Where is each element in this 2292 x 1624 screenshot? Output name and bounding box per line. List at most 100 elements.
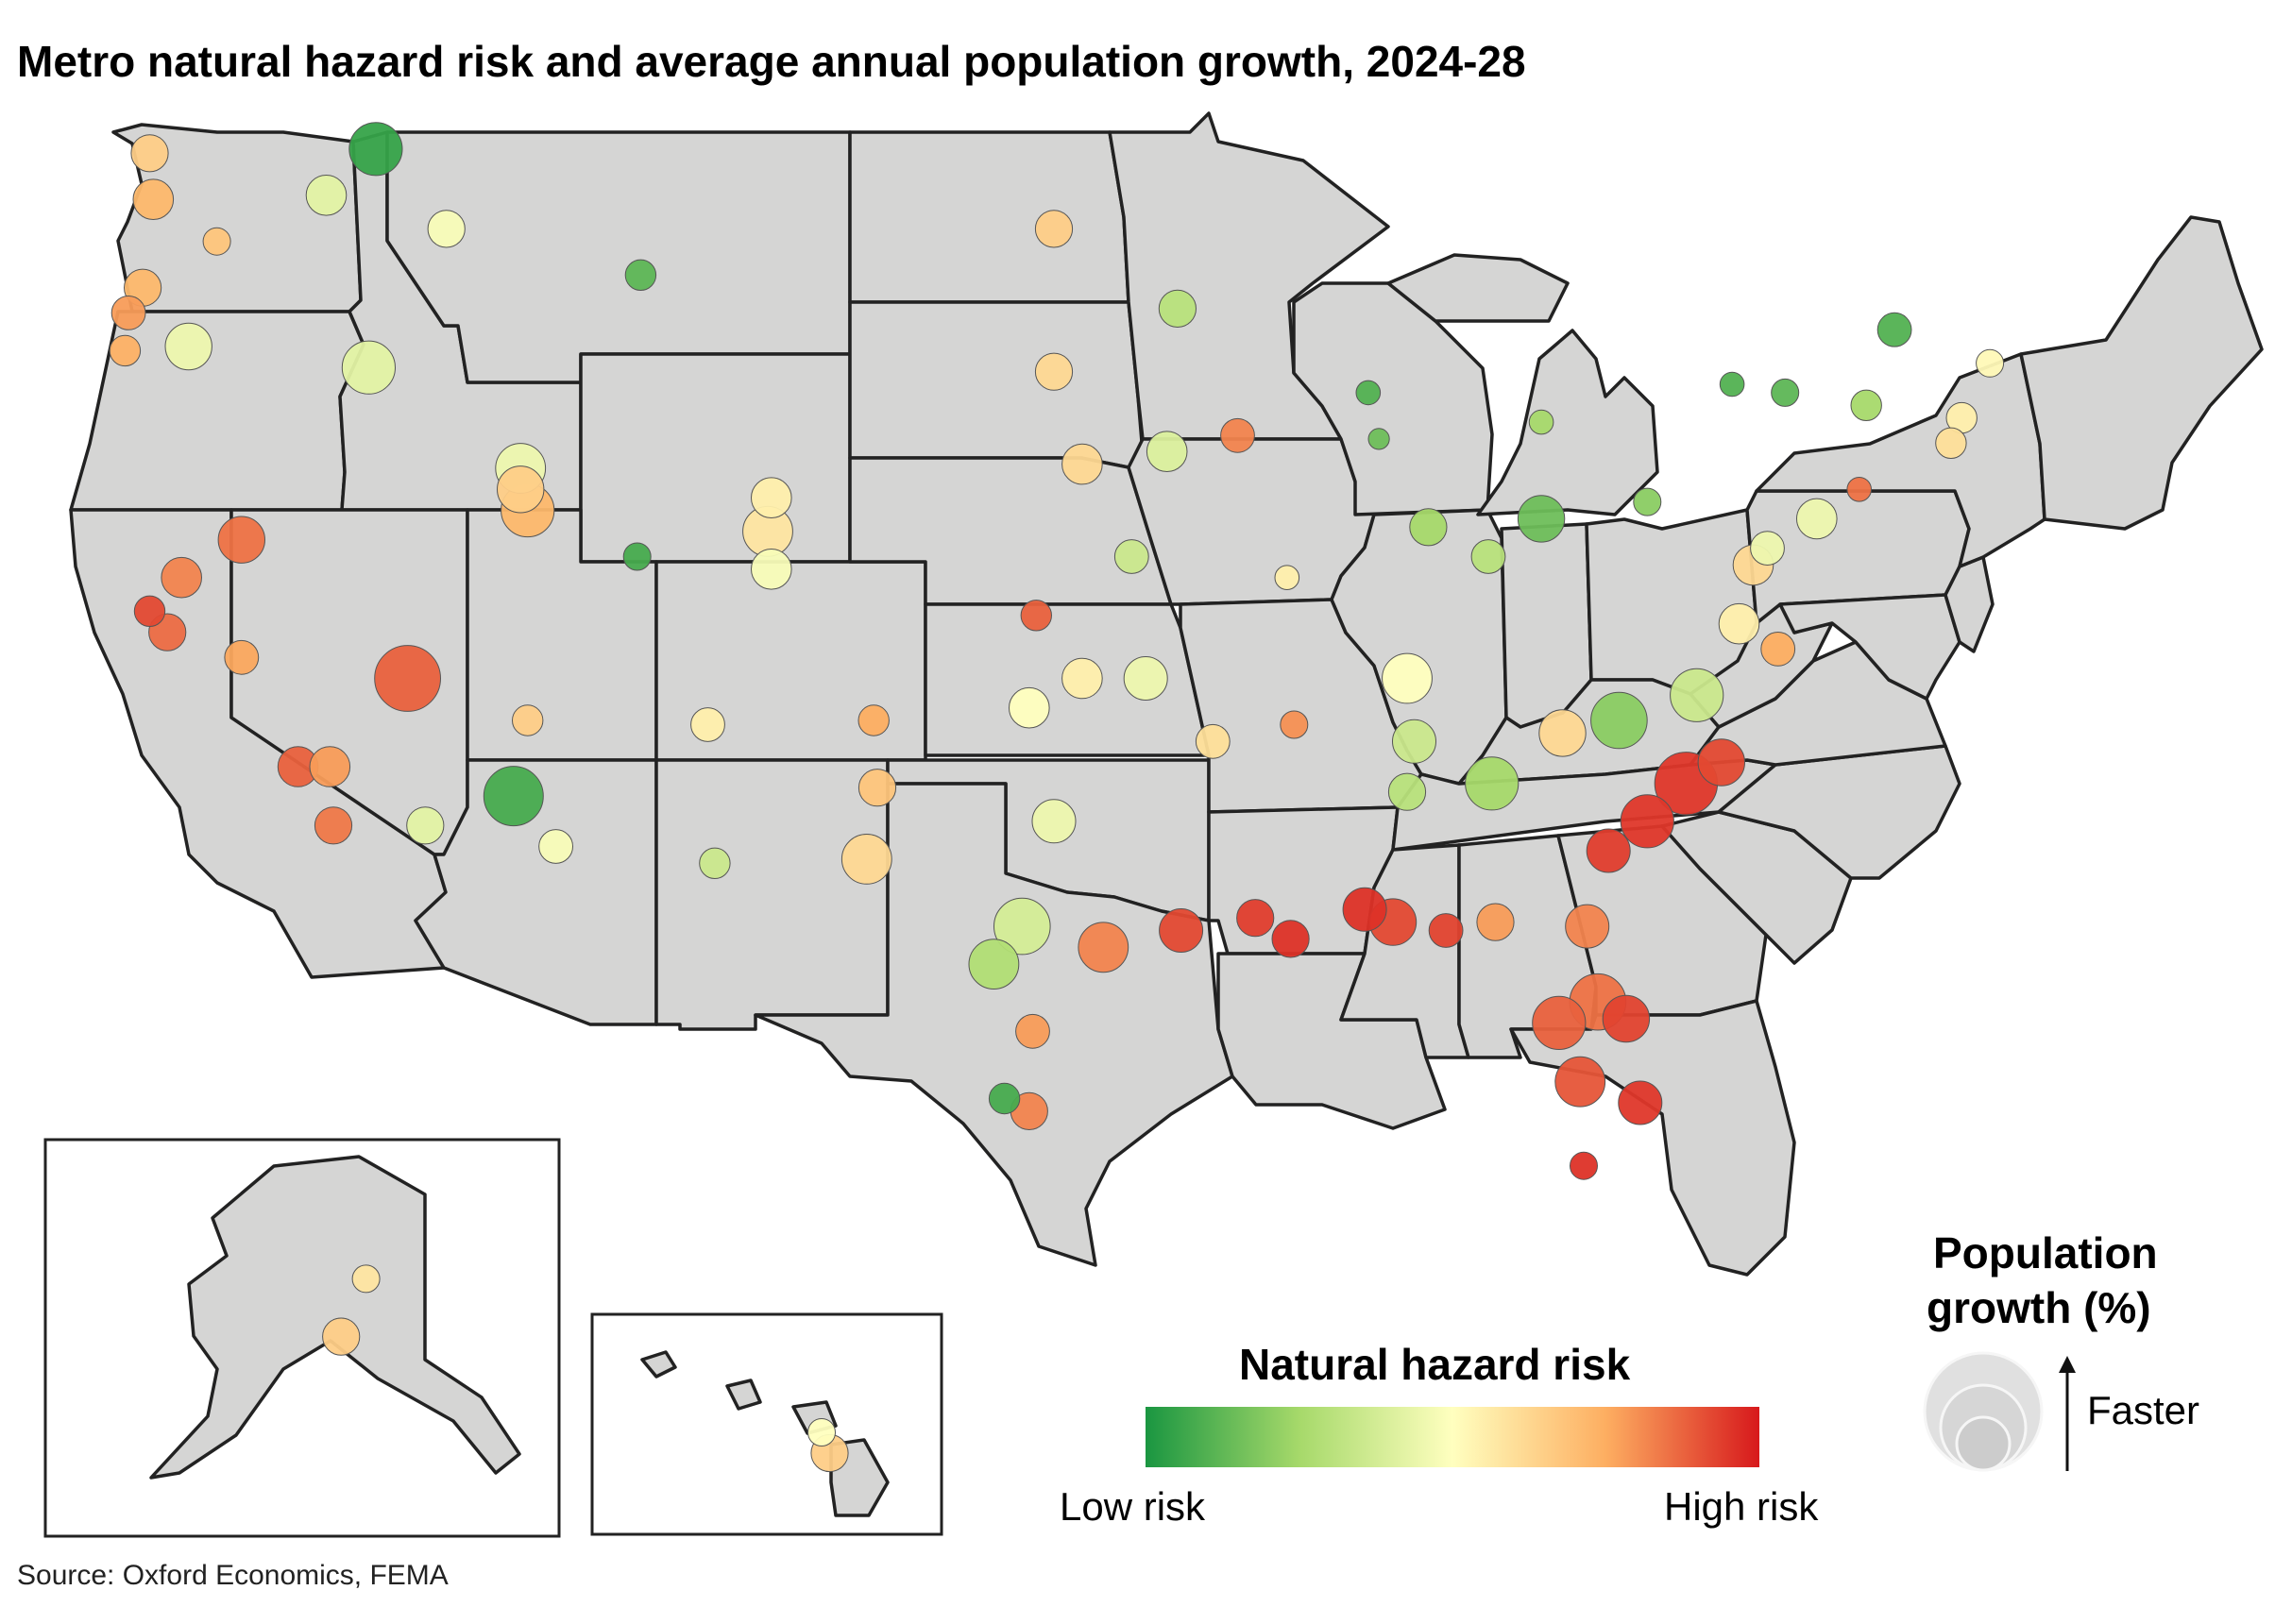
metro-bubble: [1935, 427, 1967, 459]
metro-bubble: [751, 549, 792, 590]
metro-bubble: [1158, 289, 1197, 328]
metro-bubble: [1517, 495, 1566, 543]
metro-bubble: [1476, 903, 1515, 941]
metro-bubble: [1031, 799, 1077, 844]
metro-bubble: [1718, 602, 1760, 645]
metro-bubble: [1771, 378, 1800, 407]
metro-bubble: [314, 806, 353, 845]
metro-bubble: [512, 704, 544, 736]
metro-bubble: [1009, 686, 1050, 729]
metro-bubble: [132, 178, 175, 220]
metro-bubble: [202, 227, 231, 256]
metro-bubble: [1465, 756, 1520, 811]
metro-bubble: [1280, 710, 1309, 739]
metro-bubble: [497, 465, 545, 514]
state-north-dakota: [848, 130, 1130, 304]
size-legend-circle-small: [1955, 1415, 2012, 1472]
metro-bubble: [217, 516, 266, 564]
metro-bubble: [807, 1418, 836, 1446]
hawaii-oahu: [725, 1379, 762, 1411]
metro-bubble: [624, 259, 657, 291]
chart-title: Metro natural hazard risk and average an…: [17, 37, 1526, 86]
metro-bubble: [133, 595, 166, 627]
low-risk-label: Low risk: [1060, 1484, 1206, 1529]
state-minnesota: [1108, 111, 1390, 441]
alaska-inset: [43, 1138, 561, 1538]
metro-bubble: [1113, 539, 1149, 574]
metro-bubble: [305, 175, 348, 216]
metro-bubble: [993, 897, 1051, 956]
metro-bubble: [1697, 738, 1746, 787]
state-wyoming: [579, 352, 852, 564]
metro-bubble: [1470, 539, 1506, 574]
metro-bubble: [1850, 389, 1882, 421]
metro-bubble: [224, 639, 260, 675]
metro-bubble: [1538, 709, 1587, 757]
metro-bubble: [322, 1317, 361, 1356]
metro-bubble: [374, 645, 442, 712]
metro-bubble: [1342, 887, 1387, 932]
growth-legend-title-line1: Population: [1933, 1228, 2158, 1277]
metro-bubble: [348, 122, 403, 177]
metro-bubble: [1670, 668, 1724, 722]
metro-bubble: [1146, 431, 1188, 473]
state-new-mexico: [654, 758, 890, 1031]
metro-bubble: [483, 766, 544, 827]
metro-bubble: [538, 829, 573, 864]
metro-bubble: [1428, 913, 1464, 948]
source-note: Source: Oxford Economics, FEMA: [17, 1560, 449, 1591]
metro-bubble: [1034, 210, 1074, 248]
metro-bubble: [1796, 498, 1838, 540]
growth-legend-title-line2: growth (%): [1927, 1283, 2151, 1332]
risk-gradient-bar: [1146, 1407, 1759, 1467]
metro-bubble: [1876, 312, 1912, 347]
metro-bubble: [1236, 899, 1275, 938]
metro-bubble: [427, 210, 466, 248]
metro-bubble: [968, 939, 1020, 990]
metro-bubble: [1719, 371, 1745, 398]
state-new-england: [2019, 215, 2264, 531]
metro-bubble: [1061, 657, 1103, 700]
metro-bubble: [699, 847, 731, 879]
metro-bubble: [1020, 600, 1053, 632]
metro-bubble: [1750, 531, 1785, 566]
metro-bubble: [164, 322, 212, 371]
metro-bubble: [1633, 487, 1662, 516]
metro-bubble: [840, 834, 892, 885]
metro-bubble: [690, 707, 725, 742]
metro-bubble: [109, 334, 142, 367]
metro-bubble: [1565, 904, 1610, 949]
metro-bubble: [1271, 920, 1310, 958]
metro-bubble: [1387, 772, 1427, 811]
metro-bubbles: [109, 122, 2005, 1473]
metro-bubble: [1061, 443, 1103, 485]
metro-bubble: [1532, 995, 1587, 1051]
metro-bubble: [161, 556, 202, 599]
metro-bubble: [1034, 352, 1074, 391]
metro-bubble: [857, 704, 890, 736]
metro-bubble: [309, 746, 351, 787]
state-south-dakota: [848, 300, 1145, 469]
metro-bubble: [110, 296, 146, 330]
risk-legend-title: Natural hazard risk: [1239, 1340, 1631, 1389]
metro-bubble: [1846, 477, 1872, 502]
metro-bubble: [1220, 417, 1255, 453]
metro-bubble: [1554, 1056, 1606, 1108]
metro-bubble: [1528, 409, 1554, 435]
arrow-head-icon: [2059, 1356, 2076, 1373]
high-risk-label: High risk: [1664, 1484, 1819, 1529]
growth-size-legend: [1923, 1351, 2076, 1472]
metro-bubble: [857, 769, 897, 807]
metro-bubble: [622, 542, 652, 571]
metro-bubble: [1602, 994, 1651, 1043]
metro-bubble: [1590, 691, 1648, 750]
metro-bubble: [1078, 922, 1129, 973]
faster-label: Faster: [2087, 1388, 2200, 1432]
metro-bubble: [406, 806, 445, 845]
metro-bubble: [1976, 348, 2005, 378]
metro-bubble: [1392, 719, 1436, 764]
hawaii-kauai: [640, 1350, 677, 1379]
metro-bubble: [1355, 380, 1382, 406]
metro-bubble: [1274, 565, 1300, 591]
